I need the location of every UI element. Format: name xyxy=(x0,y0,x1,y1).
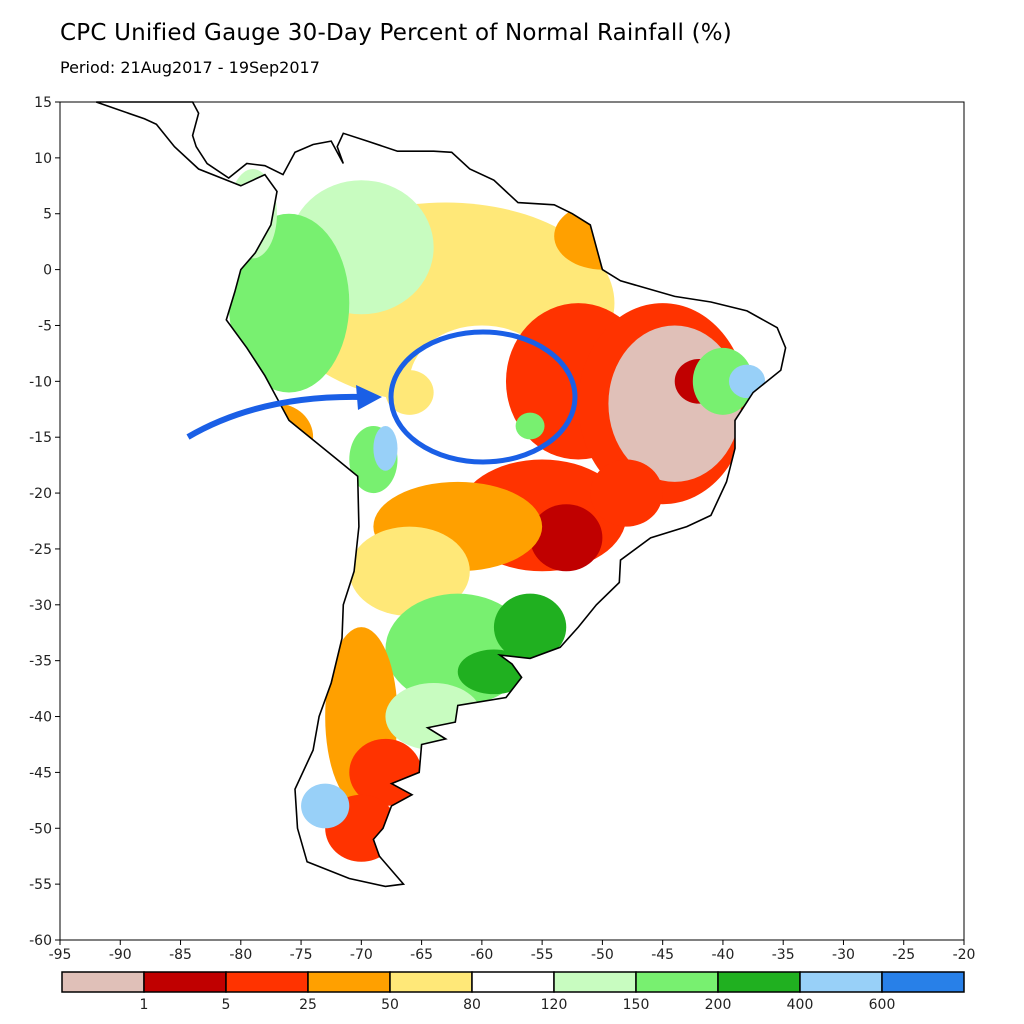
x-tick-label: -95 xyxy=(49,947,72,963)
legend-swatch xyxy=(635,971,719,993)
rainfall-region xyxy=(373,426,398,471)
legend-label: 25 xyxy=(299,997,317,1013)
y-tick-label: -50 xyxy=(29,821,52,837)
x-axis: -95 -90 -85 -80 -75 -70 -65 -60 -55 -50 -45 -40 -35 -… xyxy=(49,940,976,963)
x-tick-label: -80 xyxy=(229,947,252,963)
y-tick-label: -30 xyxy=(29,598,52,614)
rainfall-region xyxy=(349,526,470,616)
rainfall-region xyxy=(385,370,434,415)
x-tick-label: -20 xyxy=(953,947,976,963)
map-frame xyxy=(59,101,965,941)
rainfall-region xyxy=(493,593,567,661)
y-tick-label: 15 xyxy=(34,95,52,111)
rainfall-region xyxy=(590,459,663,527)
color-legend: 1 5 25 50 80 120 150 200 400 600 xyxy=(61,971,965,1013)
y-tick-label: -5 xyxy=(38,318,52,334)
x-tick-label: -60 xyxy=(470,947,493,963)
rainfall-region xyxy=(228,213,350,393)
legend-swatch xyxy=(389,971,473,993)
y-tick-label: -15 xyxy=(29,430,52,446)
y-tick-label: 10 xyxy=(34,151,52,167)
y-tick-label: -20 xyxy=(29,486,52,502)
x-tick-label: -55 xyxy=(531,947,554,963)
legend-swatch xyxy=(225,971,309,993)
legend-swatch xyxy=(61,971,145,993)
y-tick-label: -60 xyxy=(29,933,52,949)
annotation xyxy=(186,329,578,465)
legend-swatch xyxy=(717,971,801,993)
x-tick-label: -85 xyxy=(169,947,192,963)
legend-swatch xyxy=(799,971,883,993)
annotation-arrow xyxy=(186,393,363,440)
x-tick-label: -50 xyxy=(591,947,614,963)
legend-swatch xyxy=(471,971,555,993)
annotation-circle xyxy=(388,329,578,465)
y-tick-label: 5 xyxy=(43,207,52,223)
x-tick-label: -25 xyxy=(892,947,915,963)
y-tick-label: 0 xyxy=(43,263,52,279)
legend-swatch xyxy=(553,971,637,993)
chart-subtitle: Period: 21Aug2017 - 19Sep2017 xyxy=(60,58,320,77)
chart-title: CPC Unified Gauge 30-Day Percent of Norm… xyxy=(60,20,732,46)
x-tick-label: -70 xyxy=(350,947,373,963)
x-tick-label: -75 xyxy=(290,947,313,963)
legend-label: 200 xyxy=(705,997,732,1013)
legend-label: 600 xyxy=(869,997,896,1013)
x-tick-label: -90 xyxy=(109,947,132,963)
arrow-head-icon xyxy=(356,385,382,410)
x-tick-label: -65 xyxy=(410,947,433,963)
x-tick-label: -45 xyxy=(651,947,674,963)
y-tick-label: -10 xyxy=(29,374,52,390)
rainfall-region xyxy=(515,412,545,440)
rainfall-region xyxy=(530,504,603,572)
legend-swatch xyxy=(881,971,965,993)
legend-swatch xyxy=(307,971,391,993)
x-tick-label: -35 xyxy=(772,947,795,963)
legend-label: 50 xyxy=(381,997,399,1013)
y-tick-label: -25 xyxy=(29,542,52,558)
legend-label: 80 xyxy=(463,997,481,1013)
y-axis: 15 10 5 0 -5 -10 -15 -20 -25 -30 -35 -40 -45 -50 -55 -6… xyxy=(29,95,60,949)
legend-swatch xyxy=(143,971,227,993)
legend-label: 5 xyxy=(222,997,231,1013)
legend-label: 400 xyxy=(787,997,814,1013)
y-tick-label: -45 xyxy=(29,765,52,781)
legend-label: 120 xyxy=(541,997,568,1013)
legend-label: 1 xyxy=(140,997,149,1013)
y-tick-label: -40 xyxy=(29,710,52,726)
rainfall-region xyxy=(692,347,754,415)
x-tick-label: -30 xyxy=(832,947,855,963)
legend-label: 150 xyxy=(623,997,650,1013)
x-tick-label: -40 xyxy=(711,947,734,963)
y-tick-label: -35 xyxy=(29,654,52,670)
y-tick-label: -55 xyxy=(29,877,52,893)
coastline xyxy=(95,101,787,888)
rainfall-region xyxy=(301,783,350,829)
